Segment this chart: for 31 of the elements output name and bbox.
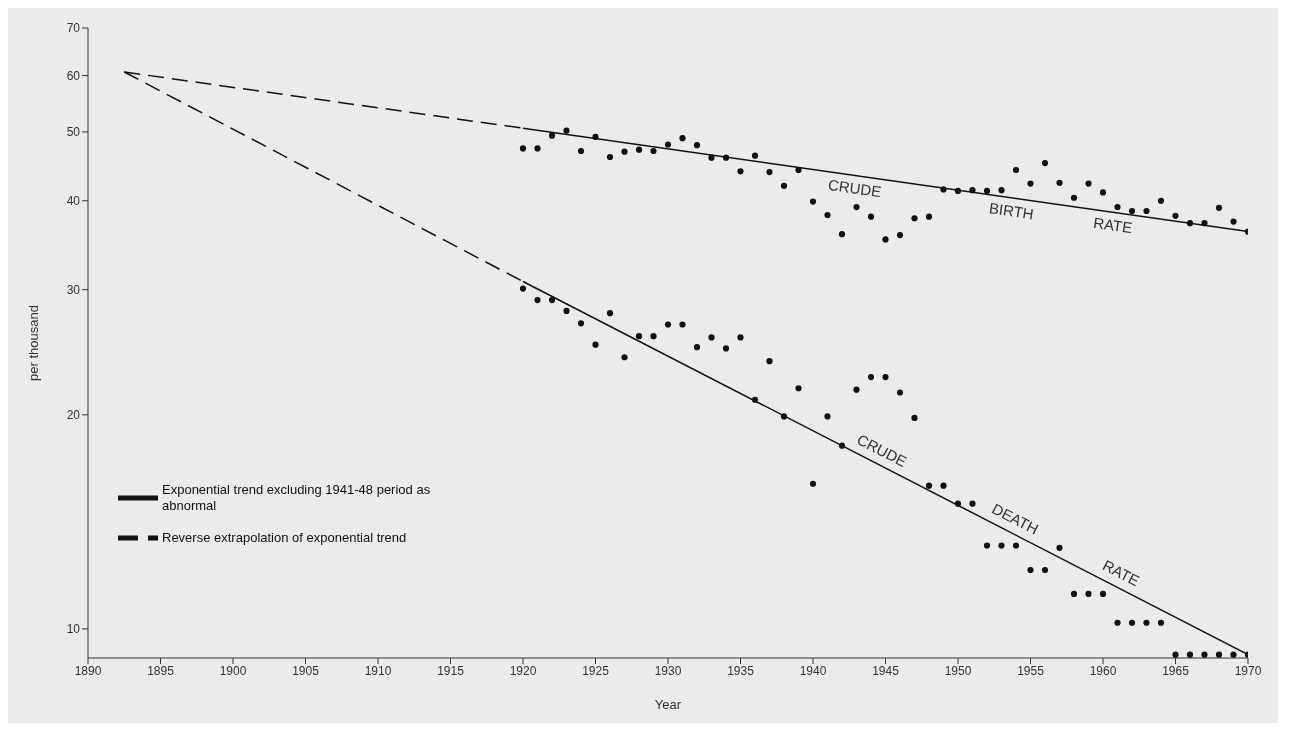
y-tick-label: 20 <box>66 408 81 423</box>
y-axis-title: per thousand <box>25 305 41 381</box>
y-tick-label: 30 <box>66 282 81 297</box>
x-axis-title: Year <box>654 697 682 712</box>
x-tick-label: 1945 <box>872 663 900 678</box>
x-tick-label: 1900 <box>219 663 247 678</box>
x-tick-label: 1935 <box>727 663 755 678</box>
y-tick-label: 70 <box>66 21 81 36</box>
x-tick-label: 1930 <box>654 663 682 678</box>
x-tick-label: 1915 <box>437 663 465 678</box>
x-tick-label: 1940 <box>799 663 827 678</box>
x-tick-label: 1965 <box>1162 663 1190 678</box>
annotation: BIRTH <box>988 199 1035 223</box>
y-tick-label: 40 <box>66 194 81 209</box>
x-tick-label: 1970 <box>1234 663 1262 678</box>
x-tick-label: 1905 <box>292 663 320 678</box>
x-tick-label: 1895 <box>147 663 175 678</box>
x-tick-label: 1960 <box>1089 663 1117 678</box>
x-tick-label: 1910 <box>364 663 392 678</box>
x-tick-label: 1890 <box>74 663 102 678</box>
x-tick-label: 1920 <box>509 663 537 678</box>
x-tick-label: 1950 <box>944 663 972 678</box>
y-tick-label: 60 <box>66 68 81 83</box>
legend-label: Exponential trend excluding 1941-48 period as abnormal <box>162 482 432 514</box>
legend-label: Reverse extrapolation of exponential trend <box>162 530 408 546</box>
y-tick-label: 50 <box>66 125 81 140</box>
x-tick-label: 1955 <box>1017 663 1045 678</box>
annotation: CRUDE <box>827 175 883 201</box>
annotation: RATE <box>1092 213 1134 237</box>
x-tick-label: 1925 <box>582 663 610 678</box>
y-tick-label: 10 <box>66 622 81 637</box>
